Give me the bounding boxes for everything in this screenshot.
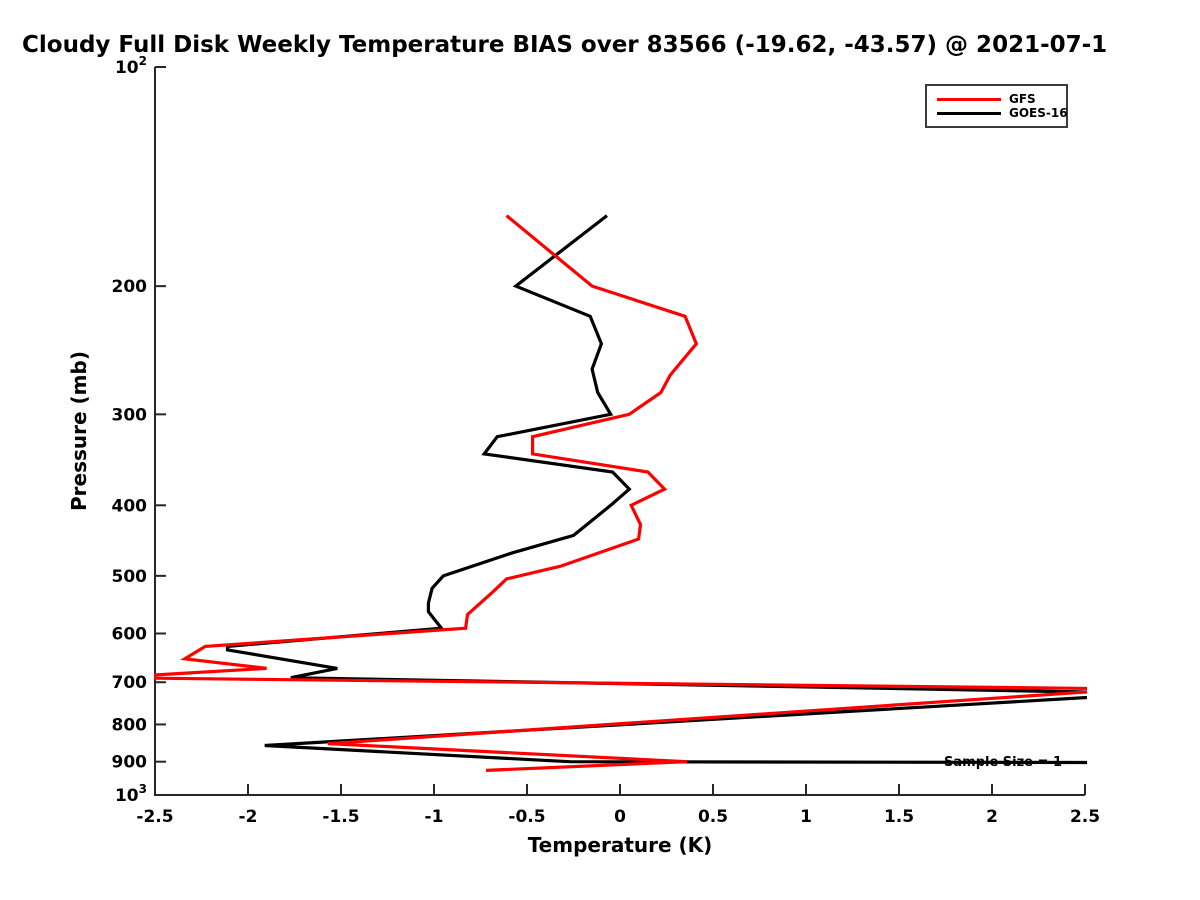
legend-swatch xyxy=(937,97,1001,101)
x-axis-label: Temperature (K) xyxy=(528,833,713,857)
x-tick-label: 1 xyxy=(800,807,812,827)
x-tick-label: 0.5 xyxy=(698,807,728,827)
y-tick-label: 300 xyxy=(112,405,148,425)
sample-size-annotation: Sample Size = 1 xyxy=(944,755,1062,770)
legend-swatch xyxy=(937,111,1001,115)
x-tick-label: -2.5 xyxy=(136,807,173,827)
x-tick-label: -0.5 xyxy=(508,807,545,827)
y-tick-label: 900 xyxy=(112,753,148,773)
y-tick-label: 400 xyxy=(112,496,148,516)
legend-label: GFS xyxy=(1009,92,1036,106)
legend-item-gfs: GFS xyxy=(937,92,1058,106)
y-tick-label: 600 xyxy=(112,624,148,644)
series-lines xyxy=(154,214,1087,772)
series-line-goes-16 xyxy=(225,214,1087,765)
legend-item-goes-16: GOES-16 xyxy=(937,106,1068,120)
y-tick-label: 103 xyxy=(115,782,147,806)
y-tick-label: 800 xyxy=(112,715,148,735)
x-tick-label: 2 xyxy=(986,807,998,827)
axis-tick-labels: -2.5 -2 -1.5 -1 -0.5 0 0.5 1 1.5 2 2.5 102 200 300 400… xyxy=(112,54,1101,827)
axis-ticks xyxy=(154,66,1086,796)
x-tick-label: -1.5 xyxy=(322,807,359,827)
y-tick-label: 200 xyxy=(112,277,148,297)
chart-title: Cloudy Full Disk Weekly Temperature BIAS… xyxy=(22,32,1108,58)
y-tick-label: 700 xyxy=(112,673,148,693)
y-axis-label: Pressure (mb) xyxy=(67,351,91,511)
x-tick-label: 2.5 xyxy=(1070,807,1100,827)
y-tick-label: 500 xyxy=(112,567,148,587)
x-tick-label: 0 xyxy=(614,807,626,827)
x-tick-label: -1 xyxy=(425,807,444,827)
legend-label: GOES-16 xyxy=(1009,106,1068,120)
x-tick-label: -2 xyxy=(239,807,258,827)
series-line-gfs xyxy=(154,214,1087,772)
y-tick-label: 102 xyxy=(115,54,147,78)
legend: GFS GOES-16 xyxy=(925,84,1068,128)
x-tick-label: 1.5 xyxy=(884,807,914,827)
